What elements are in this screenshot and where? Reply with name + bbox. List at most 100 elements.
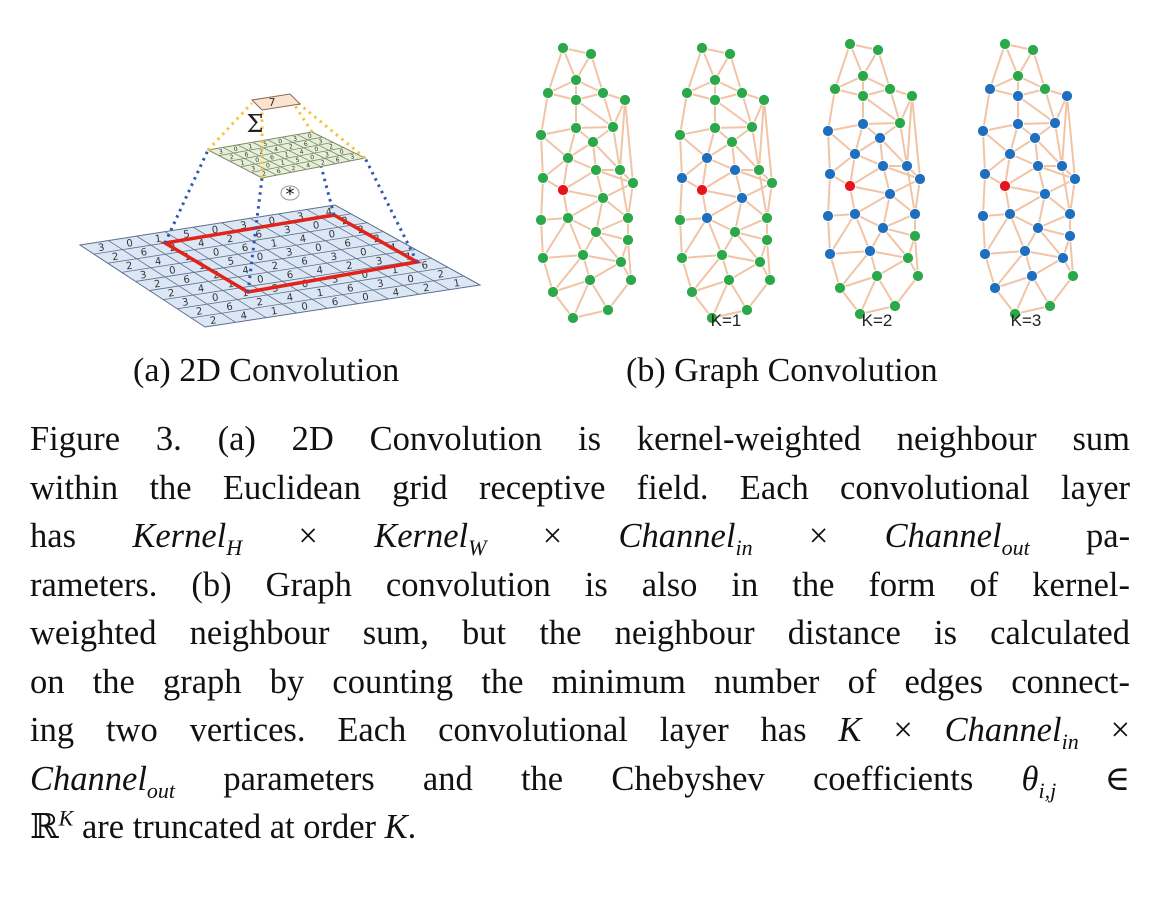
- caption-line-5: weighted neighbour sum, but the neighbou…: [30, 614, 1130, 652]
- input-grid-cell-value: 0: [301, 301, 309, 313]
- graph-vertex: [824, 168, 836, 180]
- graph-edge: [679, 177, 683, 221]
- graph-edge: [575, 126, 614, 129]
- graph-edge: [906, 165, 916, 215]
- graph-edge: [906, 95, 913, 167]
- graph-vertex: [979, 248, 991, 260]
- input-grid-cell-value: 3: [331, 274, 339, 286]
- graph-edge: [829, 213, 856, 255]
- graph-vertex: [871, 270, 883, 282]
- graph-vertex: [542, 87, 554, 99]
- graph-vertex: [857, 90, 869, 102]
- graph-edge: [691, 279, 730, 293]
- graph-edge: [994, 250, 1026, 289]
- graph-edge: [734, 231, 761, 263]
- kernel-grid-cell-value: 4: [274, 146, 279, 154]
- graph-edge: [595, 169, 634, 184]
- graph-edge: [982, 123, 1019, 132]
- caption-line-1: Figure 3. (a) 2D Convolution is kernel-w…: [30, 420, 1130, 458]
- graph-edge: [540, 92, 549, 136]
- graph-vertex: [872, 44, 884, 56]
- graph-edge: [889, 88, 901, 124]
- graph-edge: [827, 130, 856, 155]
- input-grid-row-line: [135, 240, 400, 282]
- input-grid-cell-value: 4: [154, 256, 162, 268]
- input-grid-col-line: [249, 217, 389, 300]
- graph-vertex: [977, 125, 989, 137]
- graph-edge: [567, 217, 584, 256]
- input-grid-cell-value: 0: [328, 229, 336, 241]
- graph-edge: [984, 213, 1011, 255]
- kernel-grid-col-line: [237, 144, 292, 173]
- graph-edge: [547, 47, 564, 94]
- input-grid-cell-value: 2: [256, 297, 264, 309]
- graph-vertex: [906, 90, 918, 102]
- center-vertex: [557, 184, 569, 196]
- graph-vertex: [857, 118, 869, 130]
- kernel-grid-cell-value: 1: [284, 151, 289, 159]
- graph-edge: [1014, 305, 1051, 315]
- graph-edge: [711, 309, 748, 319]
- kernel-grid-cell-value: 3: [318, 138, 323, 146]
- graph-vertex: [849, 208, 861, 220]
- graph-edge: [562, 189, 604, 199]
- graph-edge: [766, 239, 771, 281]
- input-grid-cell-value: 3: [285, 247, 293, 259]
- graph-vertex: [834, 282, 846, 294]
- kernel-grid-col-line: [282, 136, 336, 165]
- graph-vertex: [849, 148, 861, 160]
- input-grid-cell-value: 3: [284, 225, 292, 237]
- graph-vertex: [829, 83, 841, 95]
- graph-vertex: [824, 248, 836, 260]
- graph-edge: [1037, 165, 1076, 180]
- input-grid-cell-value: 1: [270, 238, 278, 250]
- graph-vertex: [1064, 208, 1076, 220]
- graph-edge: [602, 92, 614, 128]
- graph-edge: [741, 92, 753, 128]
- graph-vertex: [716, 249, 728, 261]
- kernel-grid-cell-value: 6: [244, 151, 249, 159]
- graph-edge: [706, 197, 743, 219]
- graph-vertex: [622, 212, 634, 224]
- graph-vertex: [758, 94, 770, 106]
- graph-edge: [728, 261, 761, 281]
- graph-vertex: [607, 121, 619, 133]
- kernel-grid-cell-value: 0: [314, 146, 319, 154]
- graph-edge: [679, 219, 683, 259]
- caption-line-6: on the graph by counting the minimum num…: [30, 662, 1130, 701]
- input-grid-cell-value: 4: [325, 207, 333, 219]
- graph-vertex: [1067, 270, 1079, 282]
- input-grid-cell-value: 2: [422, 283, 430, 295]
- center-vertex: [696, 184, 708, 196]
- input-grid-cell-value: 4: [242, 265, 250, 277]
- panel-b-graph-convolution: [535, 38, 1081, 324]
- kernel-grid-cell-value: 2: [289, 143, 294, 151]
- graph-vertex: [547, 286, 559, 298]
- graph-vertex: [706, 312, 718, 324]
- input-grid-cell-value: 6: [255, 229, 263, 241]
- graph-vertex: [570, 74, 582, 86]
- kernel-grid-cell-value: 1: [240, 159, 245, 167]
- graph-edge: [714, 126, 753, 129]
- graph-edge: [882, 227, 909, 259]
- graph-3: [977, 38, 1081, 320]
- input-grid-cell-value: 3: [330, 251, 338, 263]
- graph-edge: [681, 254, 723, 259]
- graph-edge: [711, 279, 730, 319]
- input-grid-cell-value: 0: [211, 225, 219, 237]
- input-grid-row-line: [107, 222, 368, 264]
- graph-edge: [691, 254, 723, 293]
- graph-vertex: [622, 234, 634, 246]
- graph-vertex: [746, 121, 758, 133]
- graph-edge: [679, 134, 708, 159]
- graph-edge: [876, 257, 909, 277]
- kernel-grid-col-line: [222, 147, 277, 176]
- graph-vertex: [709, 74, 721, 86]
- graph-edge: [701, 189, 743, 199]
- graph-edge: [1034, 137, 1063, 167]
- graph-edge: [862, 122, 901, 125]
- graph-edge: [982, 215, 986, 255]
- graph-vertex: [989, 282, 1001, 294]
- input-grid-cell-value: 3: [139, 270, 147, 282]
- kernel-grid-cell-value: 2: [291, 165, 296, 173]
